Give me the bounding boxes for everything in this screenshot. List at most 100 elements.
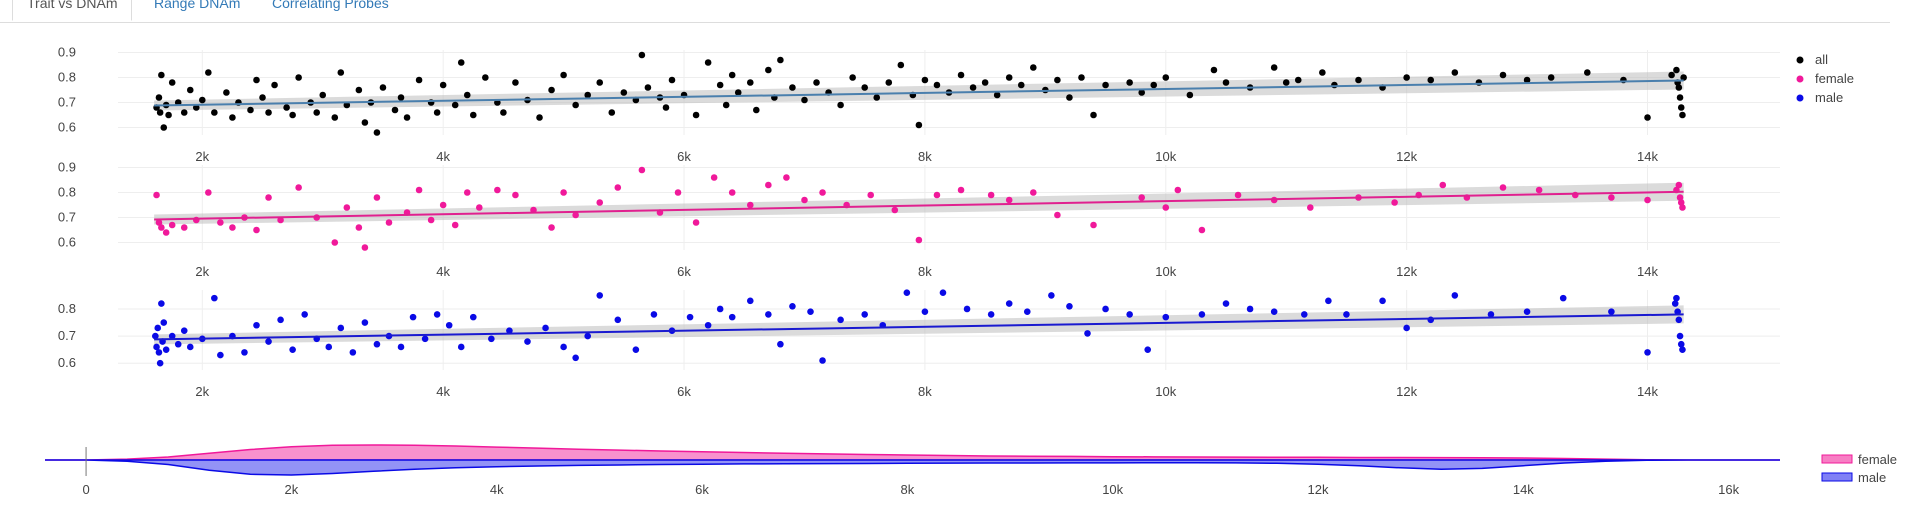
all-point-131 bbox=[1644, 114, 1651, 121]
female-point-34 bbox=[572, 211, 579, 219]
male-point-43 bbox=[584, 332, 591, 340]
male-point-97 bbox=[1677, 340, 1685, 348]
all-point-73 bbox=[734, 89, 742, 96]
male-point-89 bbox=[1559, 294, 1567, 302]
male-point-17 bbox=[241, 349, 248, 356]
female-point-47 bbox=[819, 189, 826, 196]
all-point-48 bbox=[482, 74, 489, 81]
female-point-9 bbox=[229, 224, 236, 231]
all-point-55 bbox=[560, 71, 567, 79]
all-point-35 bbox=[373, 129, 381, 136]
female-xtick-label-1: 4k bbox=[436, 264, 450, 279]
male-point-8 bbox=[162, 346, 170, 353]
all-point-136 bbox=[1676, 94, 1684, 101]
tab-range-dnam[interactable]: Range DNAm bbox=[154, 0, 241, 11]
all-point-43 bbox=[439, 81, 447, 89]
male-point-30 bbox=[397, 343, 405, 351]
female-ytick-label-2: 0.8 bbox=[58, 185, 76, 200]
all-xtick-label-3: 8k bbox=[918, 149, 932, 164]
female-point-13 bbox=[277, 216, 284, 224]
female-point-79 bbox=[1677, 199, 1685, 206]
male-point-60 bbox=[861, 311, 868, 318]
female-point-51 bbox=[915, 236, 923, 244]
female-confidence-band bbox=[154, 182, 1684, 225]
female-xtick-label-5: 12k bbox=[1396, 264, 1417, 279]
all-point-44 bbox=[451, 101, 459, 109]
male-point-20 bbox=[277, 316, 284, 324]
male-point-53 bbox=[746, 297, 754, 305]
female-point-65 bbox=[1307, 204, 1314, 211]
all-point-124 bbox=[1451, 69, 1459, 76]
male-point-67 bbox=[1005, 300, 1013, 307]
all-point-40 bbox=[415, 76, 423, 84]
male-point-80 bbox=[1300, 311, 1308, 318]
male-point-37 bbox=[488, 335, 495, 343]
all-xtick-label-5: 12k bbox=[1396, 149, 1417, 164]
male-xtick-label-0: 2k bbox=[195, 384, 209, 399]
legend-bottom-swatch-female bbox=[1821, 454, 1853, 464]
all-point-27 bbox=[313, 109, 321, 116]
all-point-87 bbox=[885, 79, 893, 86]
all-point-62 bbox=[638, 51, 646, 59]
male-point-56 bbox=[789, 302, 796, 310]
all-point-94 bbox=[957, 71, 965, 79]
male-point-3 bbox=[155, 349, 163, 356]
all-point-36 bbox=[379, 84, 387, 91]
male-point-94 bbox=[1674, 308, 1681, 315]
all-point-13 bbox=[205, 69, 212, 76]
female-point-44 bbox=[765, 181, 772, 189]
female-ytick-label-0: 0.6 bbox=[58, 235, 76, 250]
density-xtick-label-6: 12k bbox=[1308, 482, 1329, 497]
male-point-18 bbox=[253, 321, 260, 329]
legend-top-label-female: female bbox=[1815, 71, 1854, 86]
male-point-11 bbox=[180, 327, 188, 334]
all-point-110 bbox=[1162, 74, 1170, 81]
tab-correlating-probes[interactable]: Correlating Probes bbox=[272, 0, 389, 11]
male-point-41 bbox=[560, 343, 567, 351]
all-point-122 bbox=[1403, 74, 1410, 81]
male-point-4 bbox=[156, 359, 164, 367]
female-point-11 bbox=[253, 226, 260, 234]
female-point-19 bbox=[361, 244, 369, 251]
male-point-96 bbox=[1676, 332, 1684, 340]
all-point-3 bbox=[158, 71, 165, 79]
male-point-84 bbox=[1403, 324, 1410, 332]
male-point-51 bbox=[716, 305, 724, 313]
all-point-30 bbox=[337, 69, 345, 76]
all-point-66 bbox=[668, 76, 676, 84]
male-ytick-label-1: 0.7 bbox=[58, 328, 76, 343]
male-point-83 bbox=[1379, 297, 1386, 305]
all-point-9 bbox=[180, 109, 188, 116]
all-xtick-label-4: 10k bbox=[1155, 149, 1176, 164]
all-point-92 bbox=[933, 81, 941, 89]
male-point-52 bbox=[728, 313, 736, 321]
all-point-22 bbox=[271, 81, 278, 89]
male-point-12 bbox=[186, 343, 194, 351]
male-point-86 bbox=[1451, 292, 1459, 299]
male-point-9 bbox=[168, 332, 176, 340]
all-point-19 bbox=[253, 76, 260, 84]
female-point-17 bbox=[343, 204, 351, 211]
male-point-93 bbox=[1673, 294, 1680, 302]
density-xtick-label-0: 0 bbox=[82, 482, 89, 497]
female-xtick-label-6: 14k bbox=[1637, 264, 1658, 279]
density-xtick-label-2: 4k bbox=[490, 482, 504, 497]
female-point-27 bbox=[463, 189, 471, 196]
all-point-117 bbox=[1294, 76, 1302, 84]
all-point-70 bbox=[716, 81, 724, 89]
female-point-43 bbox=[746, 201, 754, 209]
density-xtick-label-7: 14k bbox=[1513, 482, 1534, 497]
tab-trait-vs-dnam[interactable]: Trait vs DNAm bbox=[12, 0, 133, 21]
female-point-29 bbox=[494, 186, 501, 194]
all-point-100 bbox=[1030, 64, 1037, 71]
legend-top-marker-all bbox=[1796, 56, 1804, 64]
female-point-42 bbox=[728, 189, 736, 196]
all-point-69 bbox=[704, 59, 712, 66]
female-point-60 bbox=[1162, 204, 1170, 211]
male-point-65 bbox=[963, 305, 971, 313]
all-fit-line bbox=[154, 79, 1684, 107]
female-point-4 bbox=[168, 221, 176, 229]
all-point-54 bbox=[548, 86, 555, 94]
female-point-56 bbox=[1030, 189, 1037, 196]
